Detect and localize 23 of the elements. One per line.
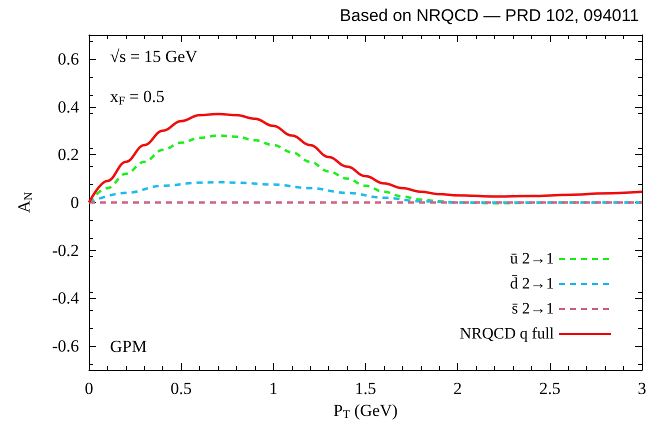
- annotation: √s = 15 GeV: [110, 47, 198, 66]
- y-axis-title: AN: [14, 192, 35, 213]
- x-tick-label: 3: [638, 379, 646, 398]
- legend-label: d̄ 2→1: [510, 274, 554, 292]
- y-tick-label: -0.6: [52, 336, 79, 356]
- legend-label: ū 2→1: [510, 250, 554, 268]
- x-tick-label: 2.5: [539, 379, 560, 398]
- line-series: [88, 112, 644, 204]
- x-tick-label: 1.5: [354, 379, 376, 398]
- legend-label: NRQCD q full: [460, 326, 555, 342]
- chart-title: Based on NRQCD — PRD 102, 094011: [340, 6, 640, 25]
- x-tick-label: 0: [84, 379, 94, 398]
- y-tick-label: 0.2: [58, 145, 79, 164]
- x-tick-label: 2: [453, 379, 462, 398]
- y-tick-label: 0.6: [58, 49, 79, 68]
- y-tick-label: 0: [70, 193, 79, 212]
- x-tick-label: 0.5: [170, 379, 192, 398]
- y-tick-label: 0.4: [58, 97, 80, 116]
- legend-label: s̄ 2→1: [512, 300, 554, 318]
- y-tick-label: -0.2: [52, 240, 79, 260]
- y-tick-label: -0.4: [52, 288, 80, 308]
- annotation: GPM: [110, 337, 147, 356]
- x-tick-label: 1: [269, 379, 278, 398]
